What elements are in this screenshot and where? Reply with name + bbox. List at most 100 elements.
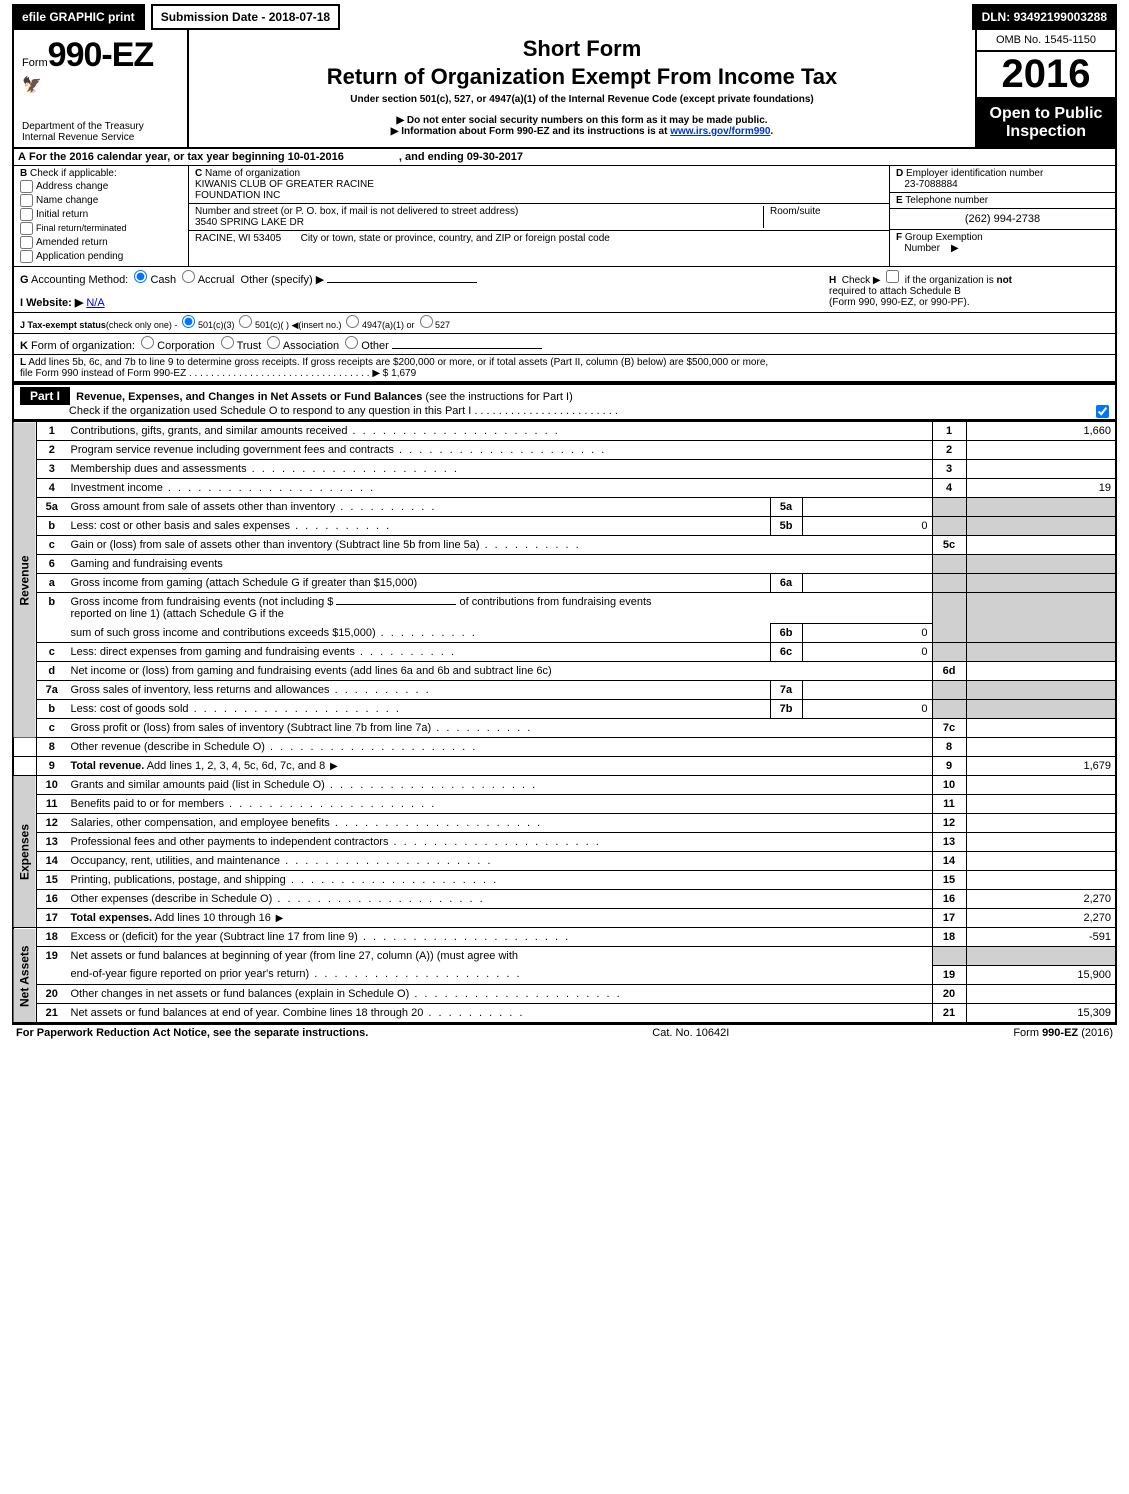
l21-val: 15,309 [966, 1003, 1116, 1023]
radio-cash[interactable] [134, 270, 147, 283]
radio-trust[interactable] [221, 336, 234, 349]
open-line2: Inspection [979, 123, 1113, 141]
chk-h[interactable] [886, 270, 899, 283]
chk-amended-box[interactable] [20, 236, 33, 249]
chk-initial[interactable]: Initial return [20, 208, 182, 221]
line-6b: b Gross income from fundraising events (… [13, 593, 1116, 624]
chk-address[interactable]: Address change [20, 180, 182, 193]
l6-vshade [966, 555, 1116, 574]
j-o4: 527 [435, 320, 450, 330]
line-20: 20 Other changes in net assets or fund b… [13, 984, 1116, 1003]
part1-header: Part I Revenue, Expenses, and Changes in… [12, 385, 1117, 422]
label-f: F [896, 232, 902, 243]
l2-val [966, 441, 1116, 460]
h-text4: (Form 990, 990-EZ, or 990-PF). [829, 297, 970, 308]
chk-pending-box[interactable] [20, 250, 33, 263]
radio-corp[interactable] [141, 336, 154, 349]
lines-table: Revenue 1 Contributions, gifts, grants, … [12, 422, 1117, 1024]
efile-chip: efile GRAPHIC print [12, 4, 145, 30]
l2-rlbl: 2 [932, 441, 966, 460]
l6b-rshade [932, 593, 966, 643]
l5b-no: b [37, 517, 67, 536]
chk-name-box[interactable] [20, 194, 33, 207]
radio-501c[interactable] [239, 315, 252, 328]
line-3: 3 Membership dues and assessments 3 [13, 460, 1116, 479]
radio-other[interactable] [345, 336, 358, 349]
chk-name[interactable]: Name change [20, 194, 182, 207]
l16-desc: Other expenses (describe in Schedule O) [71, 893, 273, 905]
chk-initial-label: Initial return [36, 209, 88, 220]
chk-address-box[interactable] [20, 180, 33, 193]
l7c-no: c [37, 719, 67, 738]
e-text: Telephone number [905, 195, 988, 206]
radio-501c3[interactable] [182, 315, 195, 328]
eagle-icon: 🦅 [22, 75, 179, 95]
l7a-rshade [932, 681, 966, 700]
dln-chip: DLN: 93492199003288 [972, 4, 1117, 30]
l8-no: 8 [37, 738, 67, 757]
l6-desc: Gaming and fundraising events [71, 558, 223, 570]
l18-no: 18 [37, 928, 67, 947]
l20-val [966, 984, 1116, 1003]
l16-no: 16 [37, 890, 67, 909]
line-5a: 5a Gross amount from sale of assets othe… [13, 498, 1116, 517]
l5a-rshade [932, 498, 966, 517]
l6d-val [966, 662, 1116, 681]
l6-no: 6 [37, 555, 67, 574]
l5b-mval: 0 [802, 517, 932, 536]
irs-link[interactable]: www.irs.gov/form990 [670, 126, 770, 137]
c-addr-cell: Number and street (or P. O. box, if mail… [189, 204, 889, 231]
line-8: 8 Other revenue (describe in Schedule O)… [13, 738, 1116, 757]
chk-address-label: Address change [36, 181, 108, 192]
radio-accrual[interactable] [182, 270, 195, 283]
footer-right-yr: (2016) [1078, 1027, 1113, 1039]
line-5b: b Less: cost or other basis and sales ex… [13, 517, 1116, 536]
line-13: 13 Professional fees and other payments … [13, 833, 1116, 852]
chk-name-label: Name change [36, 195, 98, 206]
l21-desc: Net assets or fund balances at end of ye… [71, 1007, 424, 1019]
l18-val: -591 [966, 928, 1116, 947]
chk-final[interactable]: Final return/terminated [20, 222, 182, 235]
radio-assoc[interactable] [267, 336, 280, 349]
header-right: OMB No. 1545-1150 2016 Open to Public In… [975, 30, 1115, 147]
chk-final-label: Final return/terminated [36, 223, 127, 233]
l19-rshade [932, 947, 966, 966]
website-link[interactable]: N/A [86, 297, 104, 309]
l6b-d1: Gross income from fundraising events (no… [71, 596, 334, 608]
l1-rlbl: 1 [932, 422, 966, 441]
l6b-no: b [37, 593, 67, 643]
info-about-period: . [770, 126, 773, 137]
l13-val [966, 833, 1116, 852]
radio-4947[interactable] [346, 315, 359, 328]
line-14: 14 Occupancy, rent, utilities, and maint… [13, 852, 1116, 871]
i-text: Website: ▶ [26, 297, 83, 309]
l7a-vshade [966, 681, 1116, 700]
l7b-rshade [932, 700, 966, 719]
l6c-vshade [966, 643, 1116, 662]
radio-527[interactable] [420, 315, 433, 328]
l-val: 1,679 [391, 368, 416, 379]
part1-check: Check if the organization used Schedule … [69, 405, 618, 417]
form-header: Form990-EZ 🦅 Department of the Treasury … [12, 30, 1117, 149]
l17-val: 2,270 [966, 909, 1116, 928]
j-o1: 501(c)(3) [198, 320, 235, 330]
l4-desc: Investment income [71, 482, 376, 494]
line-18: Net Assets 18 Excess or (deficit) for th… [13, 928, 1116, 947]
chk-final-box[interactable] [20, 222, 33, 235]
side-expenses: Expenses [13, 776, 37, 928]
l12-rlbl: 12 [932, 814, 966, 833]
l6c-no: c [37, 643, 67, 662]
line-6d: d Net income or (loss) from gaming and f… [13, 662, 1116, 681]
l5b-desc: Less: cost or other basis and sales expe… [71, 520, 392, 532]
chk-amended[interactable]: Amended return [20, 236, 182, 249]
f-text: Group Exemption [905, 232, 983, 243]
c-org1: KIWANIS CLUB OF GREATER RACINE [195, 179, 374, 190]
l7b-mval: 0 [802, 700, 932, 719]
row-j: J Tax-exempt status(check only one) - 50… [14, 313, 1115, 334]
chk-pending[interactable]: Application pending [20, 250, 182, 263]
label-b: B [20, 168, 27, 179]
h-text1: Check ▶ [842, 275, 881, 286]
chk-initial-box[interactable] [20, 208, 33, 221]
l6d-rlbl: 6d [932, 662, 966, 681]
chk-part1-scho[interactable] [1096, 405, 1109, 418]
